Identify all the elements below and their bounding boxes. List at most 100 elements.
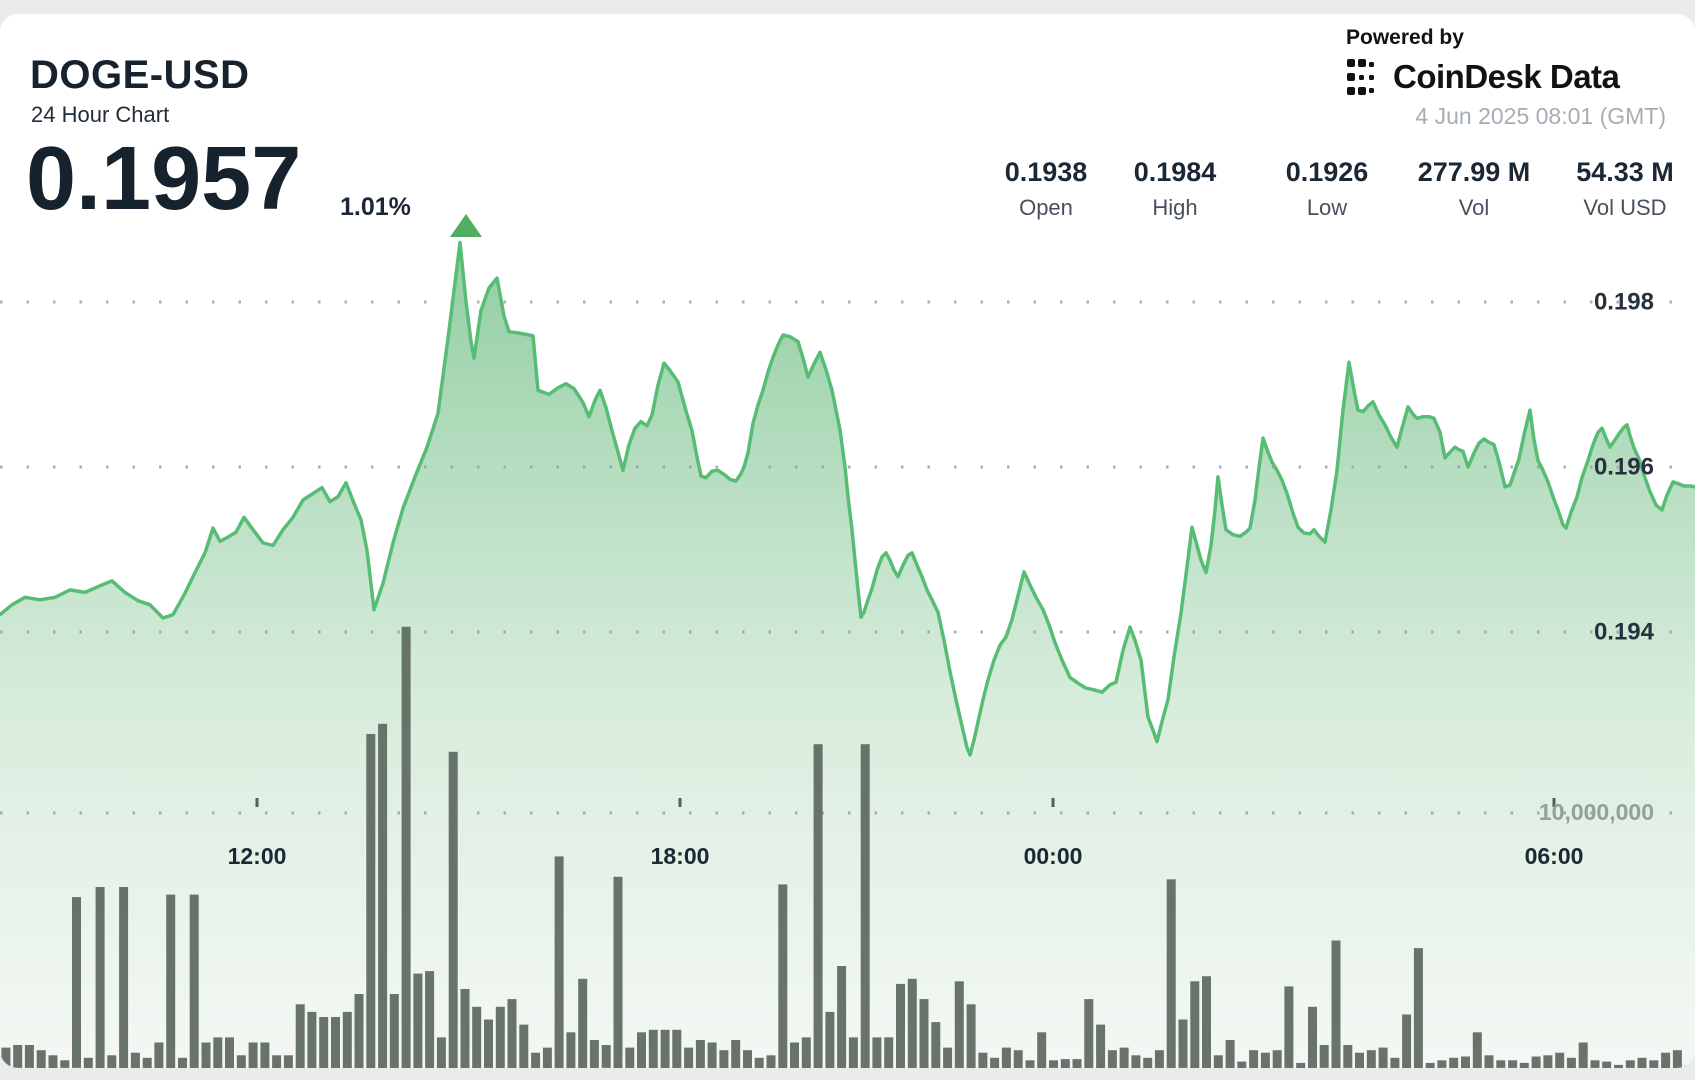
volume-bar <box>707 1042 717 1068</box>
volume-bar <box>401 626 411 1068</box>
volume-bar <box>1272 1050 1282 1068</box>
stat-vol-usd-label: Vol USD <box>1583 195 1667 220</box>
volume-bar <box>754 1057 764 1068</box>
volume-bar <box>801 1037 811 1068</box>
x-tick-mark <box>1552 798 1556 807</box>
volume-bar <box>260 1042 270 1068</box>
volume-bar <box>660 1029 670 1068</box>
coindesk-logo-icon <box>1347 59 1374 95</box>
volume-bar <box>1519 1062 1529 1068</box>
chart-period-subtitle: 24 Hour Chart <box>31 102 170 127</box>
volume-bar <box>48 1055 58 1068</box>
price-up-arrow-icon <box>450 214 482 237</box>
volume-bar <box>1084 999 1094 1068</box>
volume-bar <box>1013 1050 1023 1068</box>
volume-bar <box>837 966 847 1068</box>
volume-bar <box>1343 1045 1353 1068</box>
volume-bar <box>1319 1045 1329 1068</box>
volume-bar <box>1578 1042 1588 1068</box>
volume-bar <box>331 1017 340 1068</box>
volume-bar <box>1119 1047 1129 1068</box>
volume-bar <box>1555 1052 1565 1068</box>
volume-bar <box>1166 879 1176 1068</box>
volume-bar <box>719 1050 729 1068</box>
volume-bar <box>1543 1055 1553 1068</box>
volume-bar <box>1472 1032 1482 1068</box>
x-axis-label: 12:00 <box>228 843 287 869</box>
chart-canvas[interactable]: 12:00 18:00 00:00 06:00 0.198 0.196 0.194 10,00… <box>0 14 1695 1068</box>
volume-bar <box>272 1055 282 1068</box>
volume-bar <box>60 1060 70 1068</box>
volume-bar <box>354 994 364 1068</box>
x-axis-label: 00:00 <box>1024 843 1083 869</box>
x-axis-label: 18:00 <box>651 843 710 869</box>
volume-bar <box>1025 1060 1035 1068</box>
volume-bar <box>342 1011 352 1068</box>
current-price: 0.1957 <box>26 129 302 229</box>
volume-bar <box>625 1047 635 1068</box>
volume-bar <box>601 1045 611 1068</box>
volume-bar <box>189 894 199 1068</box>
volume-bar <box>1508 1060 1518 1068</box>
volume-bar <box>213 1037 223 1068</box>
volume-bars <box>1 626 1694 1068</box>
volume-bar <box>436 1037 446 1068</box>
volume-bar <box>166 894 176 1068</box>
volume-bar <box>1213 1055 1223 1068</box>
volume-bar <box>460 989 470 1068</box>
volume-bar <box>472 1006 482 1068</box>
volume-bar <box>413 973 423 1068</box>
volume-bar <box>943 1047 953 1068</box>
stat-open-value: 0.1938 <box>1004 157 1088 187</box>
volume-bar <box>919 999 929 1068</box>
volume-bar <box>672 1029 682 1068</box>
stat-high-value: 0.1984 <box>1133 157 1217 187</box>
stat-low-label: Low <box>1306 195 1348 220</box>
volume-bar <box>1237 1061 1247 1068</box>
volume-bar <box>896 983 905 1068</box>
volume-bar <box>1178 1019 1188 1068</box>
volume-bar <box>1143 1057 1153 1068</box>
x-tick-mark <box>678 798 682 807</box>
volume-bar <box>13 1045 23 1068</box>
volume-bar <box>1308 1006 1317 1068</box>
volume-bar <box>95 887 105 1068</box>
volume-bar <box>72 897 81 1068</box>
volume-bar <box>1001 1047 1011 1068</box>
stat-high: 0.1984 High <box>1134 157 1217 221</box>
volume-bar <box>990 1057 1000 1068</box>
volume-bar <box>142 1057 152 1068</box>
volume-bar <box>24 1045 34 1068</box>
volume-bar <box>1284 986 1294 1068</box>
volume-bar <box>1037 1032 1047 1068</box>
volume-bar <box>1366 1050 1376 1068</box>
volume-bar <box>1060 1059 1070 1068</box>
volume-bar <box>1355 1052 1364 1068</box>
volume-bar <box>1566 1057 1576 1068</box>
volume-bar <box>907 978 917 1068</box>
volume-bar <box>966 1004 976 1068</box>
volume-bar <box>1425 1062 1435 1068</box>
volume-bar <box>954 981 964 1068</box>
volume-bar <box>448 751 458 1068</box>
y-axis-volume-label: 10,000,000 <box>1539 799 1654 825</box>
volume-bar <box>283 1055 293 1068</box>
x-tick-mark <box>1051 798 1055 807</box>
volume-bar <box>1190 981 1200 1068</box>
volume-bar <box>154 1042 164 1068</box>
volume-bar <box>566 1032 576 1068</box>
volume-bar <box>495 1006 505 1068</box>
volume-bar <box>201 1042 211 1068</box>
coindesk-data-wordmark: CoinDesk Data <box>1393 58 1620 95</box>
volume-bar <box>1402 1014 1412 1068</box>
volume-bar <box>1296 1062 1306 1068</box>
volume-bar <box>119 887 129 1068</box>
volume-bar <box>225 1037 234 1068</box>
volume-bar <box>1096 1024 1106 1068</box>
stat-vol-value: 277.99 M <box>1417 157 1531 187</box>
x-axis-label: 06:00 <box>1525 843 1584 869</box>
volume-bar <box>766 1055 776 1068</box>
volume-bar <box>1390 1057 1400 1068</box>
volume-bar <box>648 1029 658 1068</box>
percent-change: 1.01% <box>340 193 411 221</box>
